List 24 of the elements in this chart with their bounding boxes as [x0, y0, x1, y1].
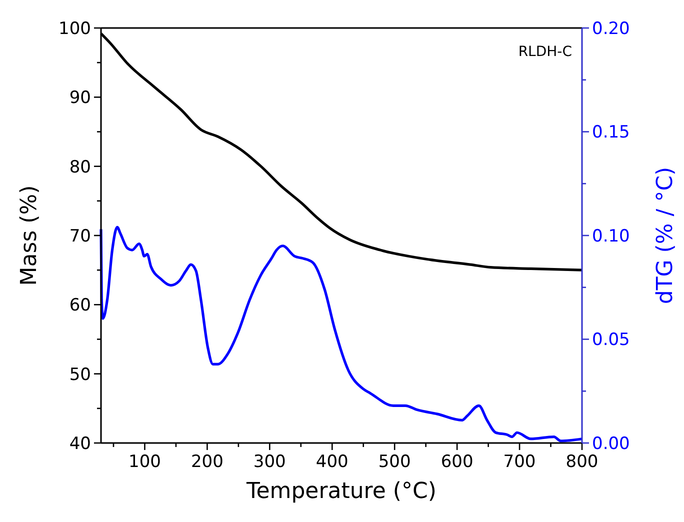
x-tick-label: 400	[316, 452, 348, 472]
y2-tick-label: 0.00	[592, 434, 630, 454]
annotation: RLDH-C	[518, 44, 572, 60]
y-tick-label: 70	[69, 226, 91, 246]
y2-tick-label: 0.05	[592, 330, 630, 350]
x-tick-label: 100	[128, 452, 161, 472]
x-tick-label: 500	[378, 452, 411, 472]
x-axis-title: Temperature (°C)	[246, 479, 436, 504]
x-tick-label: 800	[566, 452, 598, 472]
y-tick-label: 100	[58, 18, 91, 39]
x-tick-label: 200	[190, 452, 224, 472]
y-tick-label: 60	[69, 296, 91, 316]
x-tick-label: 300	[253, 452, 286, 472]
y2-tick-label: 0.10	[592, 226, 630, 246]
y-tick-label: 50	[69, 364, 91, 385]
y2-tick-label: 0.15	[592, 122, 630, 143]
y-tick-label: 40	[69, 434, 91, 454]
x-tick-label: 600	[440, 452, 474, 472]
x-tick-label: 700	[503, 452, 536, 472]
y-axis-title: Mass (%)	[17, 185, 42, 286]
y2-axis-title: dTG (% / °C)	[653, 166, 678, 304]
y2-tick-label: 0.20	[592, 18, 630, 39]
y-tick-label: 80	[69, 157, 91, 178]
y-tick-label: 90	[69, 88, 91, 108]
